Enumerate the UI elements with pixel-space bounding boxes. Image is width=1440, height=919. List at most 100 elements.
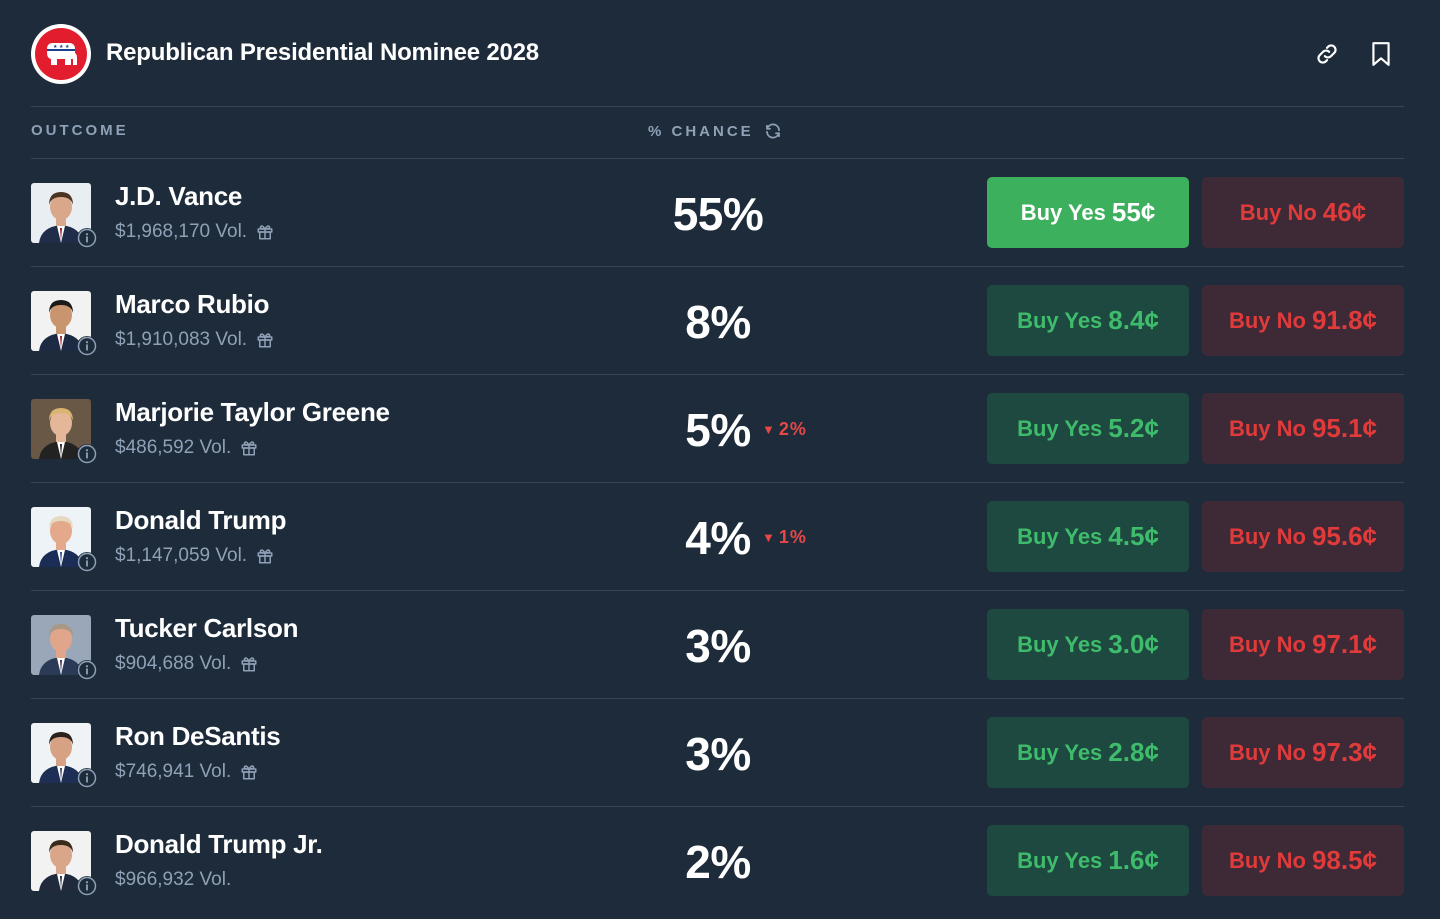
svg-text:★: ★ [59,44,64,50]
column-header-chance-label: % CHANCE [648,122,754,140]
buy-no-price: 98.5¢ [1311,845,1378,875]
info-icon[interactable] [77,768,97,788]
outcome-name[interactable]: Tucker Carlson [115,613,299,643]
buy-yes-label: Buy Yes [1017,631,1103,657]
gift-icon[interactable] [256,331,274,349]
chance-change-value: 2% [778,419,807,439]
gift-icon[interactable] [256,223,274,241]
buy-no-button[interactable]: Buy No 97.1¢ [1202,609,1404,680]
outcome-name[interactable]: Marco Rubio [115,289,270,319]
svg-text:★: ★ [65,44,70,50]
info-icon[interactable] [77,444,97,464]
buy-yes-button[interactable]: Buy Yes 2.8¢ [987,717,1189,788]
buy-yes-button[interactable]: Buy Yes 55¢ [987,177,1189,248]
outcome-name[interactable]: Marjorie Taylor Greene [115,397,390,427]
chance-value: 55% [672,188,764,240]
outcome-row[interactable]: Donald Trump Jr. $966,932 Vol. 2% Buy Ye… [31,807,1404,915]
buy-no-button[interactable]: Buy No 98.5¢ [1202,825,1404,896]
buy-yes-button[interactable]: Buy Yes 3.0¢ [987,609,1189,680]
chance-value: 3% [685,728,751,780]
info-icon[interactable] [77,660,97,680]
chance-change: ▼ 2% [762,419,807,440]
volume-line: $1,147,059 Vol. [115,545,274,567]
refresh-icon[interactable] [764,122,782,140]
buy-yes-label: Buy Yes [1017,415,1103,441]
buy-no-button[interactable]: Buy No 91.8¢ [1202,285,1404,356]
chance-change-value: 1% [778,527,807,547]
buy-yes-button[interactable]: Buy Yes 5.2¢ [987,393,1189,464]
buy-yes-price: 8.4¢ [1108,305,1159,335]
outcome-row[interactable]: Tucker Carlson $904,688 Vol. 3% Buy Yes … [31,591,1404,699]
outcome-row[interactable]: Marco Rubio $1,910,083 Vol. 8% Buy Yes 8… [31,267,1404,375]
volume-line: $486,592 Vol. [115,437,258,459]
outcome-row[interactable]: J.D. Vance $1,968,170 Vol. 55% Buy Yes 5… [31,159,1404,267]
buy-no-price: 97.1¢ [1311,629,1378,659]
buy-no-label: Buy No [1228,307,1306,333]
outcome-name[interactable]: Donald Trump [115,505,287,535]
down-arrow-icon: ▼ [762,422,775,437]
column-header-outcome: OUTCOME [31,122,129,139]
outcome-row[interactable]: Donald Trump $1,147,059 Vol. 4% ▼ 1% Buy… [31,483,1404,591]
buy-yes-price: 4.5¢ [1108,521,1159,551]
info-icon[interactable] [77,228,97,248]
buy-yes-label: Buy Yes [1017,847,1103,873]
buy-yes-label: Buy Yes [1017,523,1103,549]
bookmark-icon[interactable] [1367,40,1395,68]
market-title: Republican Presidential Nominee 2028 [106,39,539,66]
chance-value: 4% [685,512,751,564]
outcome-name[interactable]: Donald Trump Jr. [115,829,323,859]
buy-no-button[interactable]: Buy No 95.6¢ [1202,501,1404,572]
buy-yes-price: 2.8¢ [1108,737,1159,767]
buy-no-button[interactable]: Buy No 46¢ [1202,177,1404,248]
outcome-row[interactable]: Ron DeSantis $746,941 Vol. 3% Buy Yes 2.… [31,699,1404,807]
chance-value: 3% [685,620,751,672]
link-icon[interactable] [1313,40,1341,68]
buy-no-button[interactable]: Buy No 97.3¢ [1202,717,1404,788]
buy-no-price: 97.3¢ [1311,737,1378,767]
buy-no-price: 46¢ [1322,197,1367,227]
buy-yes-label: Buy Yes [1017,307,1103,333]
buy-no-label: Buy No [1228,739,1306,765]
buy-no-label: Buy No [1228,847,1306,873]
avatar [31,183,91,243]
buy-yes-label: Buy Yes [1017,739,1103,765]
gift-icon[interactable] [240,655,258,673]
buy-yes-label: Buy Yes [1020,199,1106,225]
gift-icon[interactable] [240,439,258,457]
market-header: ★ ★ ★ Republican Presidential Nominee 20… [31,24,1404,84]
buy-yes-button[interactable]: Buy Yes 1.6¢ [987,825,1189,896]
buy-no-label: Buy No [1228,631,1306,657]
gift-icon[interactable] [240,763,258,781]
outcome-name[interactable]: Ron DeSantis [115,721,281,751]
volume-text: $1,968,170 Vol. [115,221,248,242]
avatar [31,831,91,891]
buy-yes-price: 5.2¢ [1108,413,1159,443]
info-icon[interactable] [77,552,97,572]
volume-line: $746,941 Vol. [115,761,258,783]
volume-line: $1,968,170 Vol. [115,221,274,243]
column-header-chance: % CHANCE [648,122,782,140]
volume-text: $486,592 Vol. [115,437,232,458]
buy-yes-price: 55¢ [1111,197,1156,227]
buy-no-price: 91.8¢ [1311,305,1378,335]
down-arrow-icon: ▼ [762,530,775,545]
info-icon[interactable] [77,876,97,896]
volume-text: $966,932 Vol. [115,869,232,890]
outcome-name[interactable]: J.D. Vance [115,181,243,211]
chance-value: 8% [685,296,751,348]
buy-no-label: Buy No [1239,199,1317,225]
info-icon[interactable] [77,336,97,356]
chance-value: 2% [685,836,751,888]
gift-icon[interactable] [256,547,274,565]
buy-no-price: 95.6¢ [1311,521,1378,551]
buy-yes-price: 3.0¢ [1108,629,1159,659]
buy-yes-button[interactable]: Buy Yes 4.5¢ [987,501,1189,572]
buy-no-price: 95.1¢ [1311,413,1378,443]
avatar [31,291,91,351]
volume-line: $966,932 Vol. [115,869,231,891]
volume-text: $904,688 Vol. [115,653,232,674]
outcome-row[interactable]: Marjorie Taylor Greene $486,592 Vol. 5% … [31,375,1404,483]
buy-yes-button[interactable]: Buy Yes 8.4¢ [987,285,1189,356]
buy-no-button[interactable]: Buy No 95.1¢ [1202,393,1404,464]
